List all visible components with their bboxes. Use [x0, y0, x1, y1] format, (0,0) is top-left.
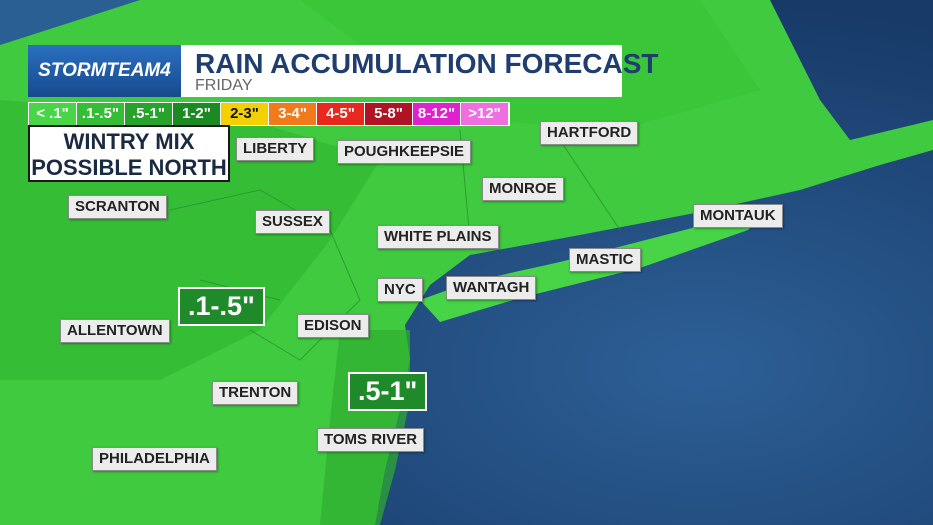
rain-amount-label: .5-1"	[348, 372, 428, 411]
city-label: HARTFORD	[540, 121, 639, 145]
legend-item: 5-8"	[365, 103, 413, 125]
city-label: WHITE PLAINS	[377, 225, 499, 249]
subtitle: FRIDAY	[195, 77, 253, 94]
legend-item: 8-12"	[413, 103, 461, 125]
legend-item: .1-.5"	[77, 103, 125, 125]
city-label: SUSSEX	[255, 210, 330, 234]
callout-line: WINTRY MIX	[63, 129, 195, 154]
brand-logo: STORMTEAM4	[28, 45, 181, 97]
city-label: NYC	[377, 278, 423, 302]
city-label: ALLENTOWN	[60, 319, 170, 343]
city-label: SCRANTON	[68, 195, 167, 219]
city-label: MONTAUK	[693, 204, 783, 228]
city-label: EDISON	[297, 314, 369, 338]
city-label: MONROE	[482, 177, 564, 201]
callout-line: POSSIBLE NORTH	[31, 155, 227, 180]
city-label: PHILADELPHIA	[92, 447, 217, 471]
rain-amount-label: .1-.5"	[178, 287, 265, 326]
city-label: POUGHKEEPSIE	[337, 140, 472, 164]
legend-item: 1-2"	[173, 103, 221, 125]
city-label: LIBERTY	[236, 137, 315, 161]
callout: WINTRY MIX POSSIBLE NORTH	[28, 125, 230, 182]
legend: < .1" .1-.5" .5-1" 1-2" 2-3" 3-4" 4-5" 5-8" 8-12…	[28, 102, 510, 126]
legend-item: 4-5"	[317, 103, 365, 125]
legend-item: .5-1"	[125, 103, 173, 125]
city-label: TRENTON	[212, 381, 299, 405]
city-label: TOMS RIVER	[317, 428, 425, 452]
city-label: MASTIC	[569, 248, 641, 272]
legend-item: 2-3"	[221, 103, 269, 125]
title: RAIN ACCUMULATION FORECAST	[195, 48, 659, 79]
legend-item: < .1"	[29, 103, 77, 125]
city-label: WANTAGH	[446, 276, 537, 300]
legend-item: >12"	[461, 103, 509, 125]
legend-item: 3-4"	[269, 103, 317, 125]
title-panel: RAIN ACCUMULATION FORECAST FRIDAY	[181, 45, 659, 97]
